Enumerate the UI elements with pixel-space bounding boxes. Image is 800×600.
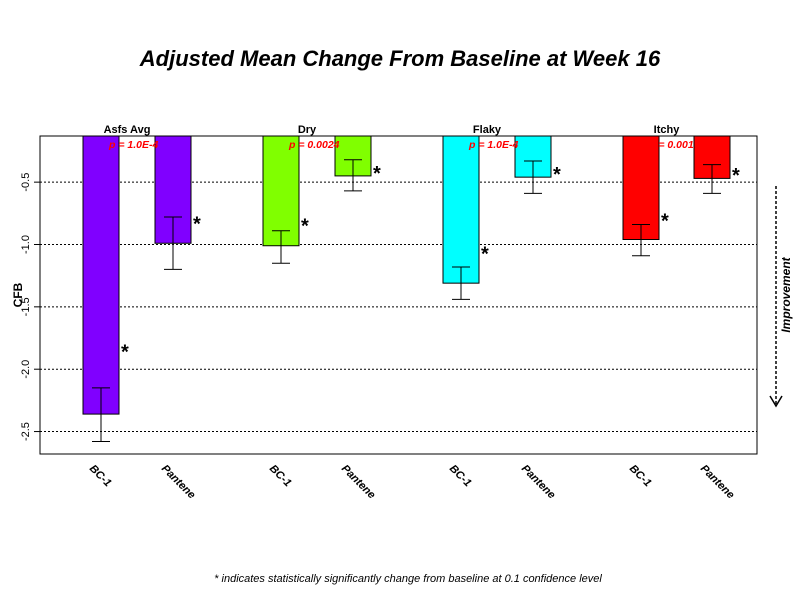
y-tick-label: -2.5 [20,422,32,441]
y-tick-label: -1.0 [20,235,32,254]
p-value-label: p = 1.0E-4 [468,139,518,151]
p-value-label: p = 0.0017 [648,139,701,151]
p-value-label: p = 1.0E-4 [108,139,158,151]
improvement-arrow-head [769,395,783,408]
y-tick-label: -2.0 [20,360,32,379]
y-tick-label: -1.5 [20,297,32,316]
improvement-arrow: Improvement [769,186,793,408]
significance-star: * [373,163,381,185]
group-label: Asfs Avg [104,124,151,136]
footnote: * indicates statistically significantly … [214,573,602,585]
group-label: Itchy [654,124,681,136]
chart-title: Adjusted Mean Change From Baseline at We… [139,46,661,71]
x-category-label: Pantene [339,463,378,502]
significance-star: * [121,342,129,364]
y-tick-label: -0.5 [20,173,32,192]
x-category-label: BC-1 [447,463,474,490]
bars-layer [82,135,731,443]
improvement-label: Improvement [779,256,793,332]
bar [442,135,480,284]
significance-star: * [481,243,489,265]
p-value-label: p = 0.0024 [288,139,340,151]
significance-star: * [732,165,740,187]
group-label: Dry [298,124,317,136]
x-category-label: Pantene [698,463,737,502]
bar [622,135,660,241]
y-axis-label: CFB [11,282,25,307]
x-category-label: Pantene [159,463,198,502]
y-axis: -0.5 -1.0 -1.5 -2.0 -2.5 [20,173,41,441]
significance-star: * [193,213,201,235]
x-category-label: BC-1 [267,463,294,490]
significance-star: * [661,211,669,233]
x-category-label: BC-1 [627,463,654,490]
group-label: Flaky [473,124,502,136]
significance-star: * [553,164,561,186]
bar [262,135,300,247]
x-category-label: BC-1 [87,463,114,490]
x-category-label: Pantene [519,463,558,502]
bar [82,135,120,415]
significance-star: * [301,215,309,237]
